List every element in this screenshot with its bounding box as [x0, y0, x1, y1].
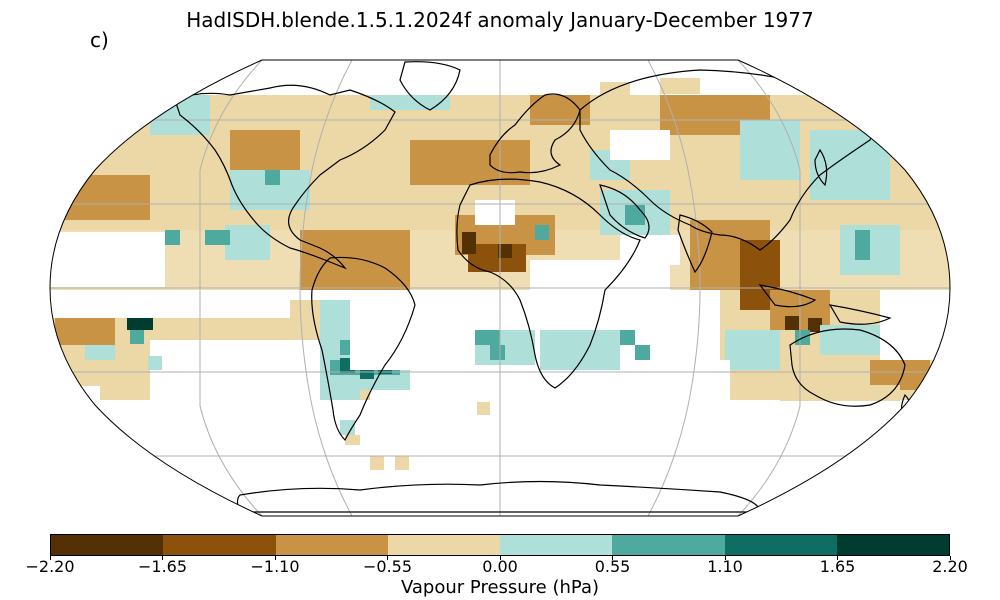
anomaly-map	[49, 59, 951, 517]
colorbar-tick-mark	[837, 556, 838, 560]
colorbar-tick-label: 1.65	[819, 557, 856, 576]
colorbar-tick-label: −1.10	[250, 557, 300, 576]
coastlines	[174, 61, 911, 513]
colorbar-segment	[387, 535, 500, 555]
colorbar-segment	[275, 535, 388, 555]
colorbar-tick-label: 0.55	[594, 557, 631, 576]
colorbar	[50, 534, 950, 556]
colorbar-tick-mark	[49, 556, 51, 560]
colorbar-label: Vapour Pressure (hPa)	[400, 577, 600, 598]
colorbar-tick-label: −2.20	[25, 557, 75, 576]
colorbar-segment	[500, 535, 613, 555]
colorbar-tick-mark	[949, 556, 951, 560]
colorbar-tick-mark	[612, 556, 613, 560]
colorbar-tick-mark	[724, 556, 726, 560]
colorbar-tick-label: −1.65	[137, 557, 188, 576]
colorbar-tick-label: 2.20	[932, 557, 968, 576]
colorbar-tick-label: 1.10	[707, 557, 743, 576]
map-title: HadISDH.blende.1.5.1.2024f anomaly Janua…	[186, 8, 814, 32]
colorbar-tick-mark	[499, 556, 501, 560]
colorbar-tick-mark	[387, 556, 388, 560]
colorbar-tick-mark	[162, 556, 163, 560]
globe-outline	[49, 59, 951, 517]
colorbar-segment	[163, 535, 276, 555]
colorbar-tick-label: 0.00	[482, 557, 518, 576]
graticule	[50, 60, 950, 516]
panel-label: c)	[90, 28, 109, 52]
colorbar-segment	[724, 535, 837, 555]
colorbar-tick-label: −0.55	[362, 557, 413, 576]
colorbar-tick-mark	[274, 556, 276, 560]
colorbar-segment	[612, 535, 725, 555]
colorbar-segment	[836, 535, 949, 555]
colorbar-segment	[51, 535, 164, 555]
